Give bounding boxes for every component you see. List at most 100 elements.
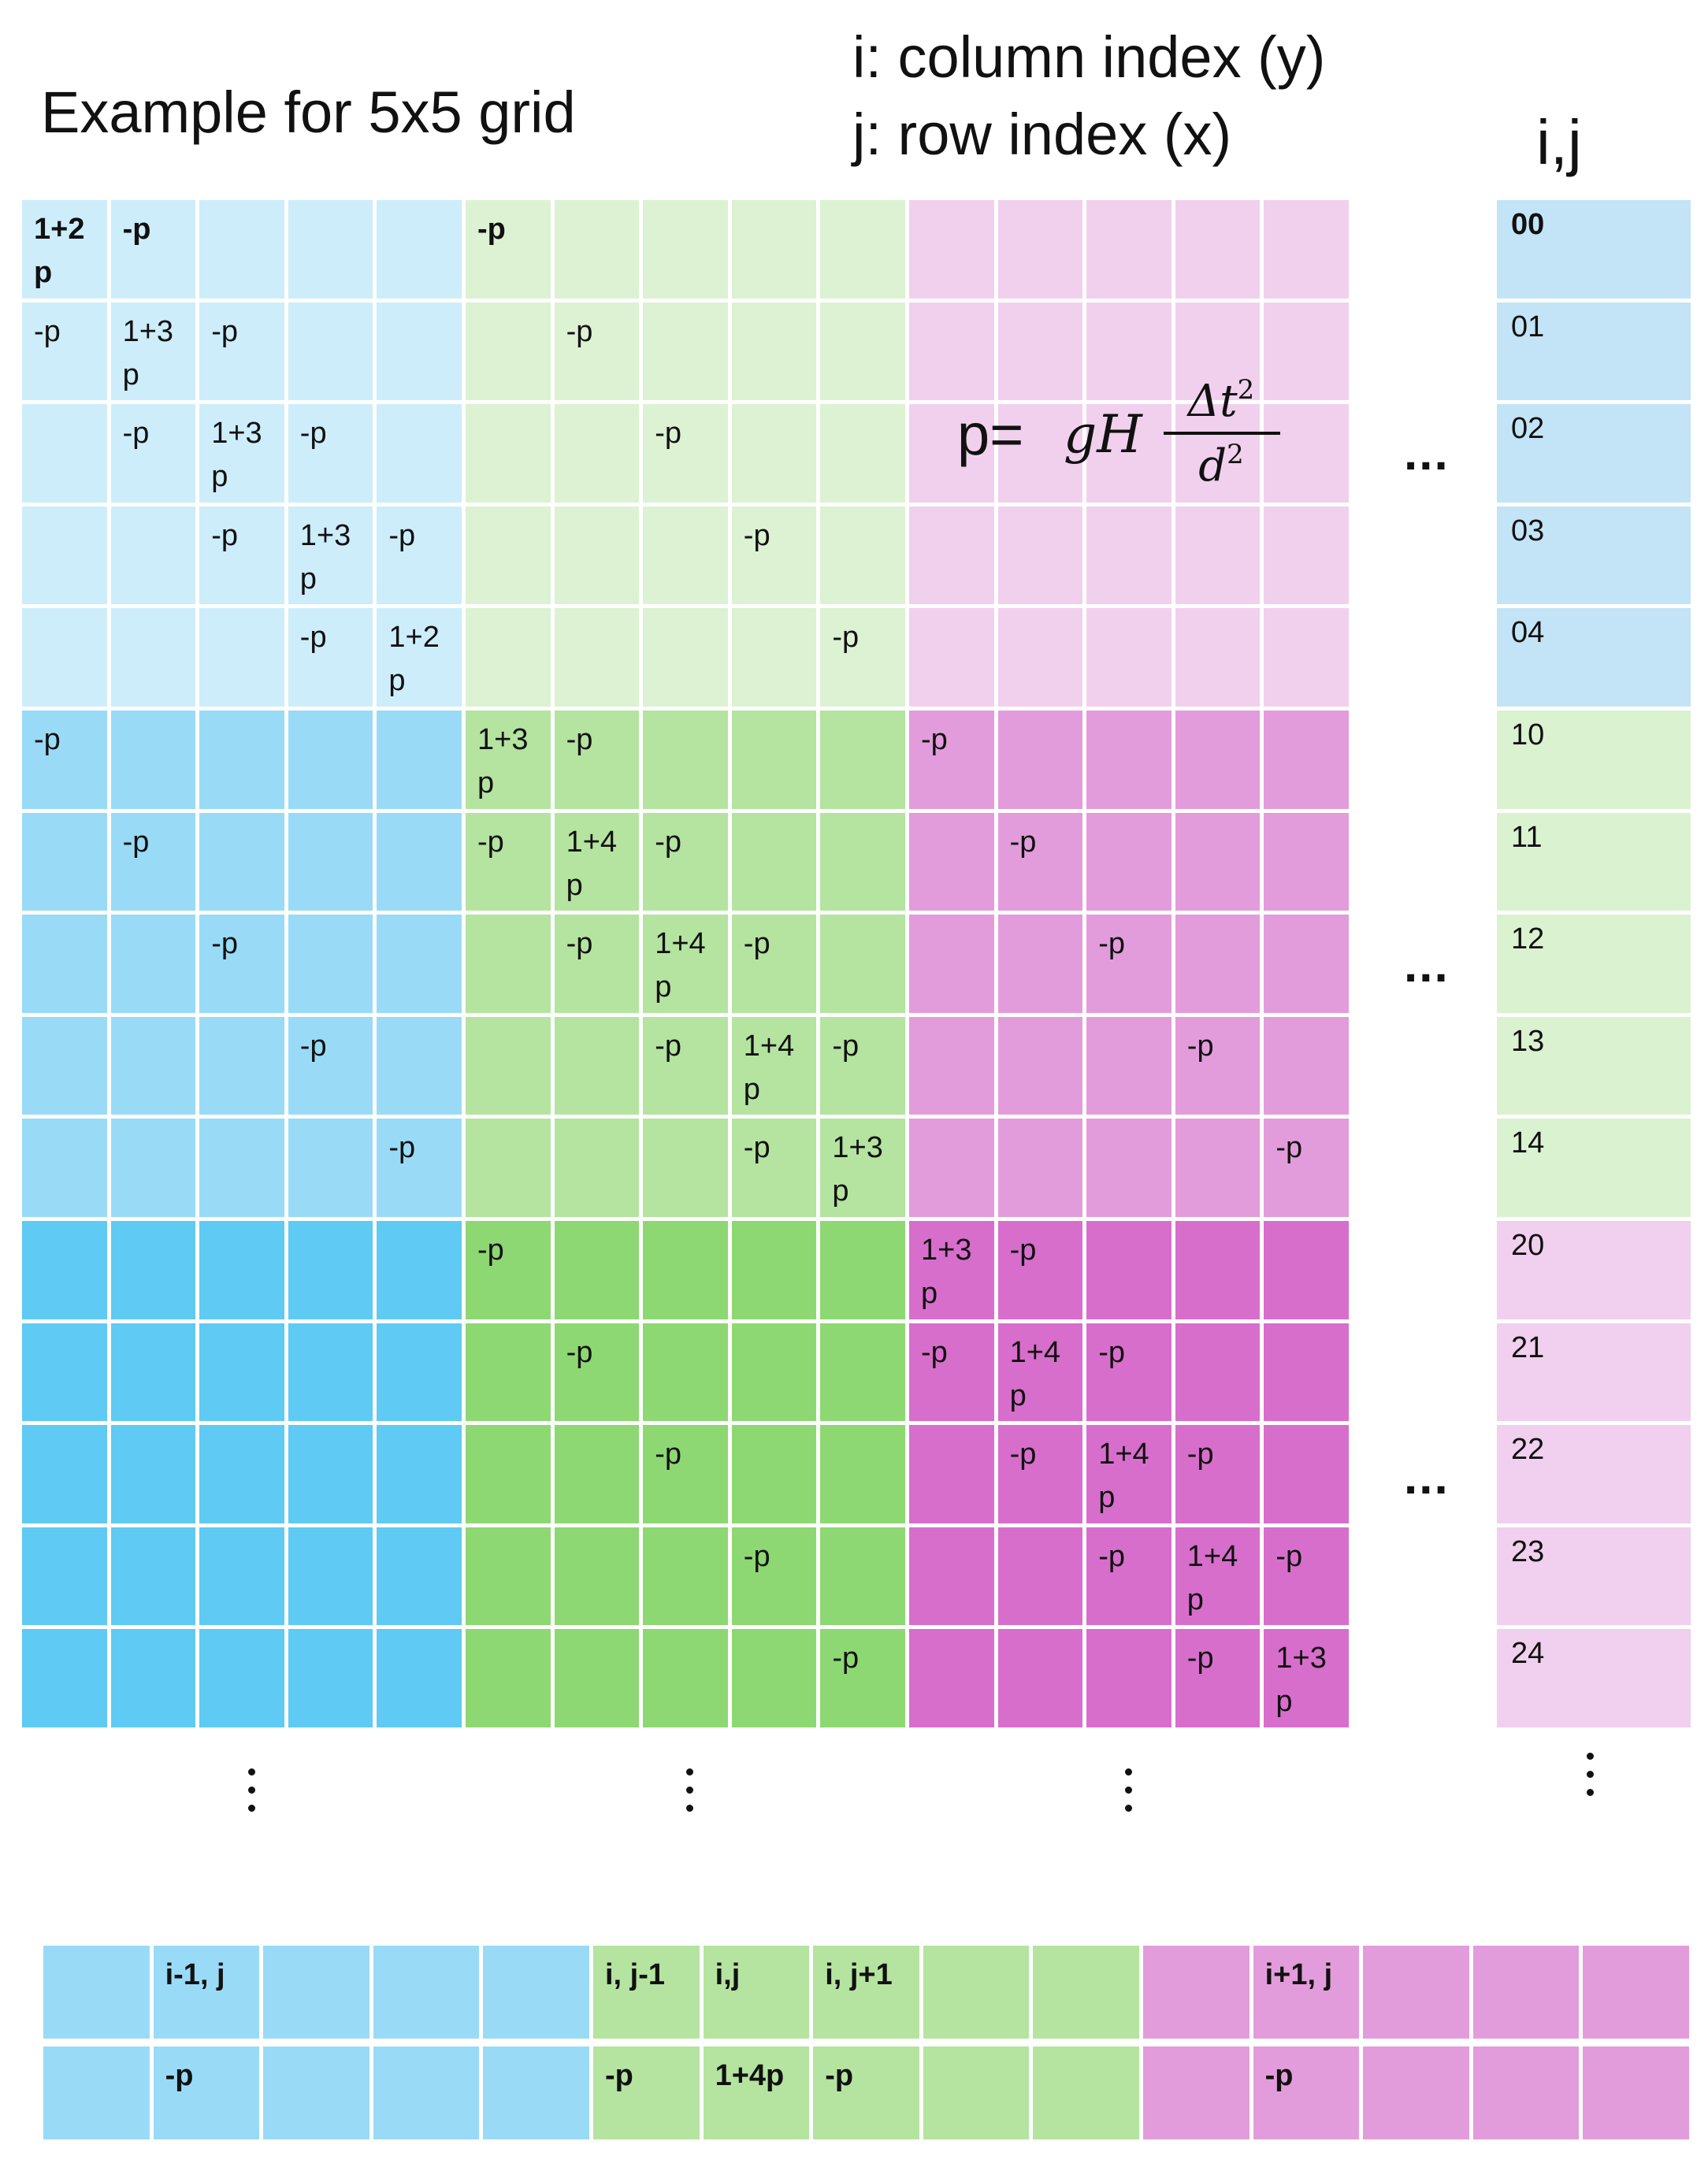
matrix-cell: 1+4 p — [997, 1323, 1083, 1422]
matrix-cell: -p — [909, 711, 994, 809]
matrix-cell: -p — [1264, 1527, 1349, 1626]
matrix-cell: 1+4 p — [1175, 1527, 1261, 1626]
matrix-cell: -p — [1175, 1629, 1261, 1727]
matrix-cell: 1+3 p — [199, 404, 284, 503]
matrix-cell — [643, 506, 728, 605]
matrix-cell: -p — [466, 1221, 551, 1319]
index-cell: 00 — [1497, 200, 1691, 299]
index-cell: 11 — [1497, 812, 1691, 911]
matrix-cell — [466, 302, 551, 401]
matrix-cell — [997, 1629, 1083, 1727]
matrix-cell — [1086, 1016, 1171, 1115]
matrix-cell: -p — [997, 1425, 1083, 1523]
index-cell: 24 — [1497, 1629, 1691, 1727]
matrix-cell — [1264, 608, 1349, 707]
matrix-cell — [466, 1629, 551, 1727]
matrix-cell — [22, 1527, 107, 1626]
matrix-cell — [997, 1527, 1083, 1626]
stencil-value-cell: -p — [593, 2046, 700, 2139]
matrix-cell — [731, 1629, 817, 1727]
matrix-cell: -p — [288, 1016, 373, 1115]
matrix-cell — [820, 302, 905, 401]
matrix-cell — [643, 1527, 728, 1626]
matrix-cell — [997, 1119, 1083, 1217]
matrix-cell: -p — [820, 1016, 905, 1115]
stencil-value-cell: 1+4p — [703, 2046, 810, 2139]
matrix-cell — [199, 1221, 284, 1319]
matrix-cell — [288, 812, 373, 911]
matrix-cell — [1264, 812, 1349, 911]
matrix-cell — [110, 711, 196, 809]
matrix-cell — [1175, 200, 1261, 299]
matrix-cell — [377, 302, 462, 401]
stencil-header-cell — [1363, 1946, 1469, 2039]
matrix-cell: 1+3 p — [909, 1221, 994, 1319]
matrix-cell — [377, 915, 462, 1013]
matrix-cell — [22, 1323, 107, 1422]
matrix-cell — [997, 200, 1083, 299]
index-column-header: i,j — [1536, 107, 1582, 177]
matrix-cell: -p — [199, 506, 284, 605]
index-cell: 14 — [1497, 1119, 1691, 1217]
matrix-cell — [820, 1323, 905, 1422]
matrix-cell — [466, 1119, 551, 1217]
matrix-cell — [377, 200, 462, 299]
index-cell: 01 — [1497, 302, 1691, 401]
matrix-cell — [110, 1221, 196, 1319]
matrix-cell: -p — [1264, 1119, 1349, 1217]
matrix-cell — [110, 915, 196, 1013]
matrix-cell — [731, 812, 817, 911]
matrix-cell — [997, 404, 1083, 503]
stencil-value-cell — [263, 2046, 369, 2139]
matrix-cell — [1264, 506, 1349, 605]
stencil-header-cell — [1472, 1946, 1580, 2039]
matrix-cell — [377, 1221, 462, 1319]
matrix-cell — [466, 608, 551, 707]
stencil-value-cell — [1033, 2046, 1139, 2139]
index-cell: 23 — [1497, 1527, 1691, 1626]
matrix-cell — [1264, 711, 1349, 809]
matrix-cell — [1175, 302, 1261, 401]
matrix-cell — [731, 1221, 817, 1319]
stencil-header-cell — [373, 1946, 480, 2039]
matrix-cell — [554, 1425, 640, 1523]
stencil-header-cell: i,j — [703, 1946, 810, 2039]
matrix-cell — [466, 1323, 551, 1422]
formula: p= gH Δt2 d2 — [957, 374, 1288, 500]
matrix-cell — [1264, 1425, 1349, 1523]
matrix-cell: -p — [1175, 1425, 1261, 1523]
matrix-cell: -p — [554, 302, 640, 401]
matrix-cell — [22, 915, 107, 1013]
matrix-cell — [554, 1221, 640, 1319]
row-ellipsis-2: ... — [1404, 938, 1450, 993]
matrix-cell — [909, 1425, 994, 1523]
matrix-cell — [1264, 1323, 1349, 1422]
matrix-cell — [909, 302, 994, 401]
formula-denominator: d2 — [1198, 439, 1244, 492]
matrix-cell: 1+3 p — [820, 1119, 905, 1217]
matrix-cell — [643, 200, 728, 299]
matrix-cell — [820, 506, 905, 605]
matrix-cell — [22, 1016, 107, 1115]
matrix-cell — [1086, 506, 1171, 605]
vertical-ellipsis-4 — [1587, 1753, 1596, 1807]
matrix-cell — [377, 1323, 462, 1422]
row-ellipsis-1: ... — [1404, 426, 1450, 481]
matrix-cell — [377, 1425, 462, 1523]
stencil-value-cell — [43, 2046, 150, 2139]
matrix-cell: -p — [909, 1323, 994, 1422]
matrix-cell — [199, 1629, 284, 1727]
matrix-cell — [22, 1425, 107, 1523]
matrix-cell — [1086, 200, 1171, 299]
stencil-header-cell — [923, 1946, 1030, 2039]
matrix-cell — [288, 915, 373, 1013]
stencil-header-cell — [1033, 1946, 1139, 2039]
matrix-cell — [909, 1119, 994, 1217]
matrix-cell: -p — [820, 1629, 905, 1727]
matrix-cell: -p — [466, 200, 551, 299]
matrix-cell — [909, 404, 994, 503]
matrix-cell — [110, 1425, 196, 1523]
matrix-cell: -p — [1175, 1016, 1261, 1115]
matrix-cell — [199, 1527, 284, 1626]
matrix-cell — [199, 1323, 284, 1422]
